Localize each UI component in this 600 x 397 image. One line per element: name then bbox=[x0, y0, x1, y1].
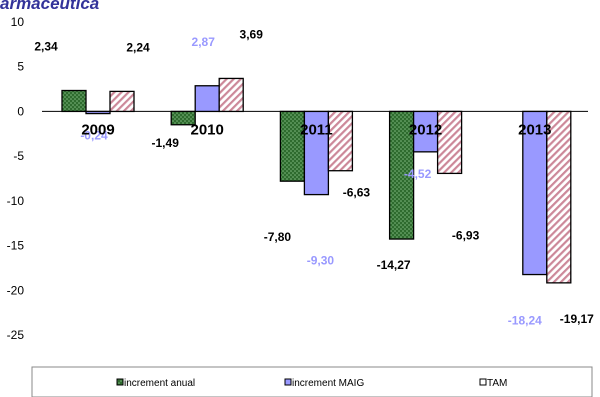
chart-title-fragment: armacèutica bbox=[0, 0, 100, 13]
y-tick-label: -25 bbox=[7, 328, 25, 342]
data-label-tam-2010: 3,69 bbox=[240, 27, 264, 41]
category-label-2010: 2010 bbox=[191, 121, 224, 138]
y-tick-label: 0 bbox=[17, 104, 24, 118]
y-tick-label: -20 bbox=[7, 283, 25, 297]
legend-label-increment-maig: increment MAIG bbox=[292, 378, 364, 389]
data-label-increment-maig-2013: -18,24 bbox=[508, 314, 542, 328]
bar-increment-anual-2010 bbox=[170, 110, 196, 126]
data-label-increment-anual-2009: 2,34 bbox=[34, 40, 58, 54]
data-label-increment-maig-2010: 2,87 bbox=[192, 35, 216, 49]
data-label-tam-2011: -6,63 bbox=[343, 186, 371, 200]
bar-increment-anual-2012 bbox=[388, 110, 415, 240]
bar-tam-2009 bbox=[109, 90, 135, 113]
category-label-2009: 2009 bbox=[81, 121, 114, 138]
data-label-increment-anual-2012: -14,27 bbox=[377, 258, 411, 272]
y-tick-label: -10 bbox=[7, 194, 25, 208]
bar-increment-maig-2010 bbox=[194, 85, 220, 113]
data-label-tam-2012: -6,93 bbox=[452, 228, 480, 242]
legend-label-tam: TAM bbox=[487, 378, 507, 389]
legend-label-increment-anual: increment anual bbox=[124, 378, 195, 389]
bar-increment-maig-2013 bbox=[522, 110, 548, 276]
data-label-increment-anual-2011: -7,80 bbox=[264, 230, 292, 244]
legend-swatch-increment-anual bbox=[116, 378, 124, 386]
bar-increment-anual-2009 bbox=[61, 89, 87, 113]
data-label-increment-maig-2009: -0,24 bbox=[80, 129, 108, 143]
bar-tam-2013 bbox=[546, 110, 572, 284]
bar-tam-2012 bbox=[436, 110, 463, 175]
y-tick-label: -5 bbox=[13, 149, 24, 163]
bar-tam-2011 bbox=[327, 110, 354, 172]
category-label-2012: 2012 bbox=[409, 121, 442, 138]
y-tick-label: 10 bbox=[11, 15, 25, 29]
bar-tam-2010 bbox=[218, 77, 244, 113]
bar-increment-maig-2009 bbox=[85, 110, 111, 115]
category-label-2013: 2013 bbox=[518, 121, 551, 138]
data-label-increment-anual-2010: -1,49 bbox=[152, 136, 180, 150]
y-tick-label: -15 bbox=[7, 239, 25, 253]
data-label-increment-maig-2012: -4,52 bbox=[404, 167, 432, 181]
data-label-tam-2013: -19,17 bbox=[560, 312, 594, 326]
data-label-increment-maig-2011: -9,30 bbox=[307, 254, 335, 268]
legend-box bbox=[31, 366, 593, 397]
data-label-tam-2009: 2,24 bbox=[126, 40, 150, 54]
category-label-2011: 2011 bbox=[300, 121, 333, 138]
legend-swatch-increment-maig bbox=[284, 378, 292, 386]
y-tick-label: 5 bbox=[17, 60, 24, 74]
legend-swatch-tam bbox=[479, 378, 487, 386]
bar-increment-maig-2012 bbox=[412, 110, 439, 153]
bar-increment-anual-2011 bbox=[279, 110, 306, 182]
